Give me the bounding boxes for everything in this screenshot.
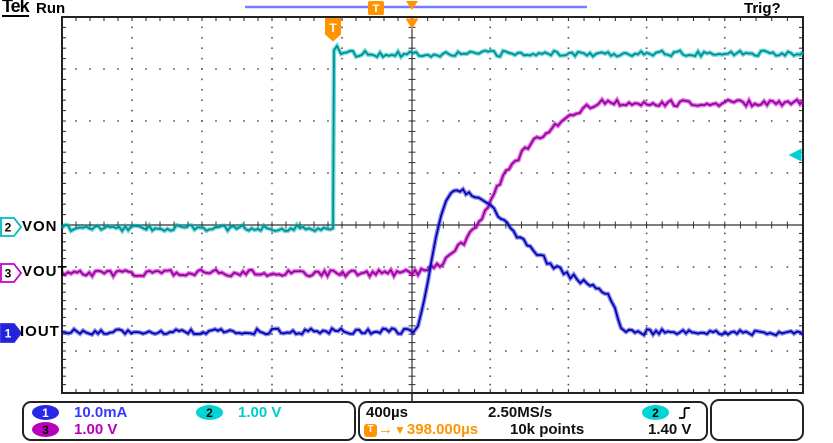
svg-text:1: 1 xyxy=(5,327,12,341)
channel-label-vout: VOUT xyxy=(22,263,68,280)
ch2-badge: 2 xyxy=(196,405,223,420)
delay-readout-group: T → ▼ 398.000µs xyxy=(364,422,478,438)
svg-text:T: T xyxy=(329,21,337,35)
rising-edge-slope-icon xyxy=(679,407,690,419)
vertical-scale-readout-box: 1 10.0mA 2 1.00 V 3 1.00 V xyxy=(22,401,356,441)
record-view-bar: T xyxy=(245,1,587,15)
graticule xyxy=(61,16,804,394)
trigger-position-flag-icon xyxy=(325,18,341,42)
record-expansion-point-icon xyxy=(406,1,418,10)
channel-1-position-marker: 1 xyxy=(0,323,23,343)
trigger-status: Trig? xyxy=(744,0,781,17)
graticule-border xyxy=(61,16,804,394)
trigger-markers: T xyxy=(325,18,802,402)
ch3-scale-readout: 1.00 V xyxy=(74,421,118,438)
expansion-point-icon xyxy=(405,18,419,29)
ch3-badge: 3 xyxy=(32,422,59,437)
svg-text:2: 2 xyxy=(5,221,12,235)
channel-label-von: VON xyxy=(22,218,58,235)
trigger-level-readout: 1.40 V xyxy=(648,421,692,438)
acquisition-status: Run xyxy=(36,0,66,17)
tek-logo: Tek xyxy=(2,0,30,17)
horizontal-trigger-readout-box: 400µs 2.50MS/s 2 T → ▼ 398.000µs 10k points… xyxy=(358,401,708,441)
delay-expansion-icon: ▼ xyxy=(394,423,406,437)
sample-rate-readout: 2.50MS/s xyxy=(488,404,553,421)
trigger-level-arrow-icon xyxy=(788,148,802,162)
ch1-scale-readout: 10.0mA xyxy=(74,404,128,421)
trace-iout xyxy=(61,185,805,339)
svg-text:T: T xyxy=(373,3,380,15)
trigger-source-badge: 2 xyxy=(642,405,669,420)
trace-von xyxy=(60,41,805,235)
delay-time-readout: 398.000µs xyxy=(406,421,479,438)
delay-trigger-icon: T xyxy=(364,423,377,437)
delay-arrow-icon: → xyxy=(378,421,393,438)
timebase-readout: 400µs xyxy=(366,404,409,421)
ch2-scale-readout: 1.00 V xyxy=(238,404,282,421)
channel-2-position-marker: 2 xyxy=(0,217,23,237)
empty-readout-box xyxy=(710,399,804,441)
channel-label-iout: IOUT xyxy=(20,323,60,340)
ch1-badge: 1 xyxy=(32,405,59,420)
channel-3-position-marker: 3 xyxy=(0,263,23,283)
record-length-readout: 10k points xyxy=(510,421,585,438)
record-trigger-marker-icon xyxy=(368,1,384,15)
svg-text:3: 3 xyxy=(5,267,12,281)
